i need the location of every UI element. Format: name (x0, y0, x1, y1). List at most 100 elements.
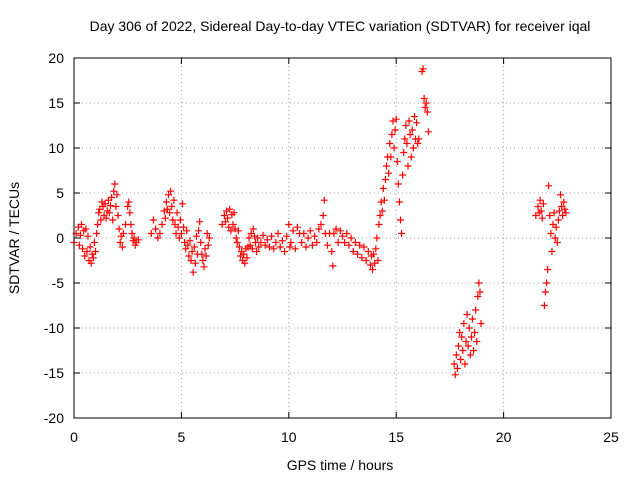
data-point (341, 239, 349, 246)
data-point (170, 196, 178, 204)
data-point (165, 191, 173, 199)
data-point (415, 135, 423, 143)
data-point (557, 191, 565, 199)
data-point (408, 126, 416, 134)
data-point (87, 259, 95, 267)
data-point (187, 257, 195, 264)
data-point (379, 185, 387, 192)
data-point (553, 239, 561, 246)
data-point (424, 128, 432, 136)
data-point (463, 311, 471, 318)
x-tick-label: 0 (70, 429, 78, 445)
data-point (109, 216, 117, 224)
data-point (390, 144, 398, 152)
data-point (268, 232, 276, 240)
data-point (107, 202, 115, 210)
data-point (175, 234, 183, 242)
data-point (124, 203, 132, 210)
data-point (395, 198, 403, 206)
data-point (545, 182, 553, 190)
data-point (101, 200, 109, 208)
data-point (399, 171, 407, 179)
data-point (189, 268, 197, 276)
data-point (376, 212, 384, 219)
data-point (534, 203, 542, 210)
data-point (456, 329, 464, 336)
data-point (235, 243, 243, 251)
data-point (378, 207, 386, 215)
y-tick-label: 15 (48, 95, 64, 111)
data-point (81, 252, 89, 260)
data-point (360, 243, 368, 251)
data-point (454, 342, 462, 350)
y-tick-label: -20 (44, 410, 64, 426)
data-point (221, 218, 229, 226)
data-point (421, 104, 429, 111)
data-point (406, 131, 414, 138)
data-point (323, 241, 331, 249)
data-point (302, 243, 310, 251)
data-point (396, 216, 404, 224)
data-point (475, 279, 483, 287)
data-point (391, 126, 399, 134)
data-point (293, 223, 301, 231)
data-point (351, 239, 359, 246)
data-point (95, 209, 103, 217)
data-point (423, 108, 431, 116)
data-point (356, 241, 364, 249)
data-point (311, 232, 319, 240)
data-point (245, 234, 253, 242)
data-point (226, 205, 234, 213)
y-tick-label: 20 (48, 50, 64, 66)
data-point (470, 347, 478, 354)
x-tick-label: 20 (496, 429, 512, 445)
data-point (177, 230, 185, 237)
data-point (229, 221, 237, 228)
data-point (115, 225, 123, 233)
data-point (544, 266, 552, 273)
data-point (562, 209, 570, 217)
data-point (460, 320, 468, 327)
data-point (97, 216, 105, 224)
data-point (149, 216, 157, 224)
data-point (474, 293, 482, 300)
x-axis-label: GPS time / hours (287, 457, 394, 473)
data-point (156, 230, 164, 237)
data-point (79, 245, 87, 253)
data-point (349, 248, 357, 255)
data-point (374, 257, 382, 264)
data-point (551, 234, 559, 242)
data-point (476, 288, 484, 296)
data-point (75, 241, 83, 249)
data-point (472, 306, 480, 314)
data-point (547, 230, 555, 237)
data-point (554, 216, 562, 224)
data-point (105, 209, 113, 217)
data-point (465, 324, 473, 332)
data-point (281, 248, 289, 255)
y-tick-label: -5 (52, 275, 65, 291)
data-point (358, 254, 366, 262)
data-point (116, 239, 124, 246)
data-point (386, 140, 394, 147)
data-point (369, 266, 377, 273)
data-point (413, 119, 421, 127)
data-point (539, 200, 547, 208)
data-point (195, 227, 203, 235)
data-point (393, 158, 401, 165)
data-point (320, 196, 328, 204)
data-point (467, 333, 475, 341)
data-point (167, 187, 175, 195)
data-point (197, 239, 205, 246)
y-tick-label: -15 (44, 365, 64, 381)
data-point (263, 236, 271, 244)
data-point (198, 250, 206, 258)
data-point (91, 248, 99, 255)
data-point (255, 243, 263, 251)
data-point (405, 117, 413, 125)
data-point (451, 371, 459, 379)
data-point (409, 144, 417, 152)
data-point (383, 162, 391, 170)
data-point (560, 198, 568, 206)
